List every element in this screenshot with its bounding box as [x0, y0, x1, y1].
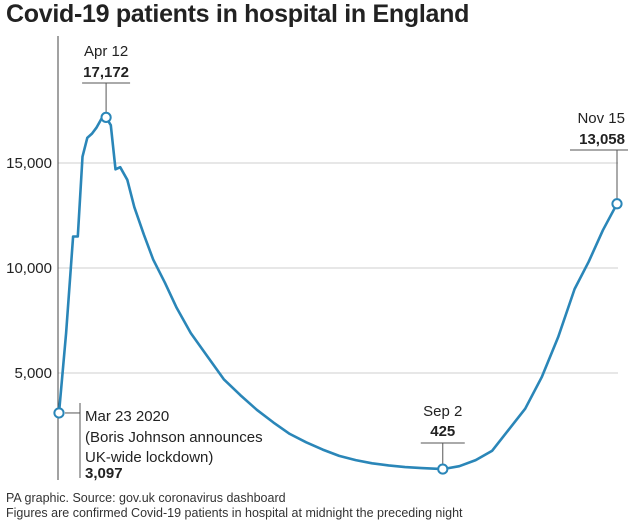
y-tick-label-15000: 15,000 — [6, 155, 52, 172]
data-point-marker-2 — [611, 198, 623, 210]
annotation-start-line-1: Mar 23 2020 — [85, 408, 169, 425]
data-point-marker-1 — [100, 111, 112, 123]
series-line — [57, 116, 619, 471]
annotation-end-date: Nov 15 — [577, 110, 625, 127]
annotation-trough-value: 425 — [430, 423, 455, 440]
series-layer — [57, 116, 619, 471]
footnote: Figures are confirmed Covid-19 patients … — [6, 506, 463, 520]
annotation-start-line-3: UK-wide lockdown) — [85, 449, 213, 466]
annotation-start-line-2: (Boris Johnson announces — [85, 429, 263, 446]
annotation-peak-value: 17,172 — [83, 64, 129, 81]
y-axis-ticks: 5,000 10,000 15,000 — [6, 155, 52, 382]
data-point-marker-3 — [437, 463, 449, 475]
marker-layer — [53, 111, 623, 475]
annotation-start-value: 3,097 — [85, 465, 123, 482]
annotation-layer: Apr 12 17,172 Nov 15 13,058 Sep 2 425 Mar 23 2… — [65, 43, 628, 482]
chart-title: Covid-19 patients in hospital in England — [6, 0, 470, 28]
annotation-peak-date: Apr 12 — [84, 43, 128, 60]
data-point-marker-4 — [53, 407, 65, 419]
source-note: PA graphic. Source: gov.uk coronavirus d… — [6, 491, 286, 505]
y-tick-label-5000: 5,000 — [14, 365, 52, 382]
grid-layer — [57, 36, 618, 480]
y-tick-label-10000: 10,000 — [6, 260, 52, 277]
annotation-end-value: 13,058 — [579, 131, 625, 148]
annotation-trough-date: Sep 2 — [423, 403, 462, 420]
